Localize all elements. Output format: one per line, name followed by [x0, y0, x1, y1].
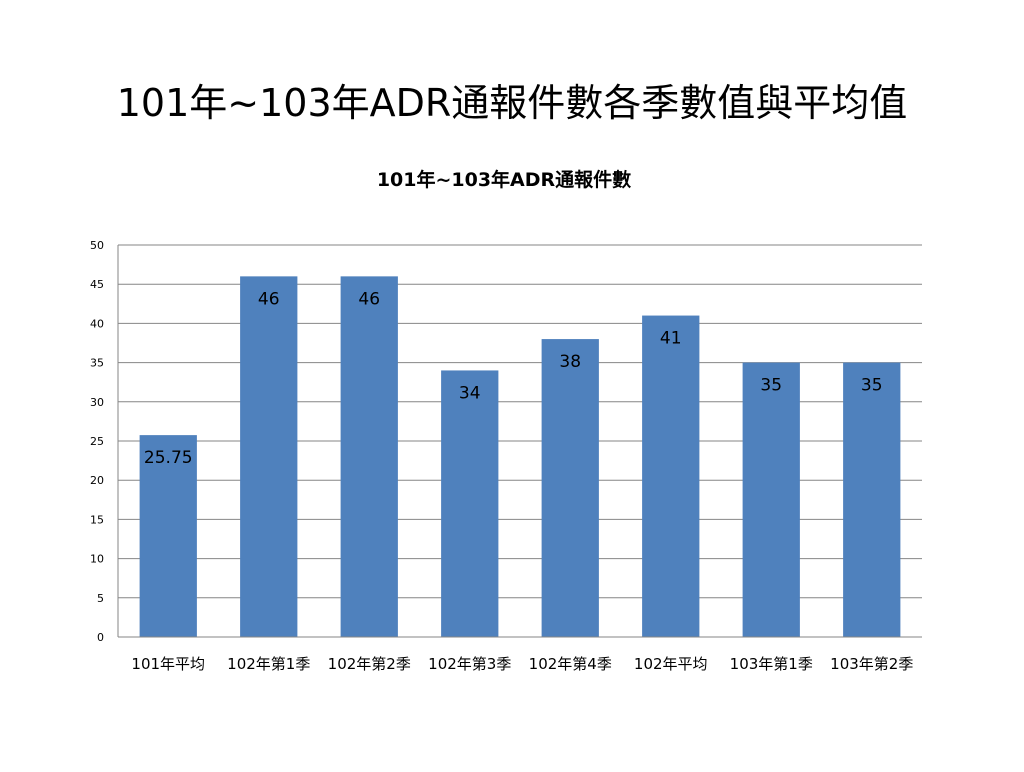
data-label: 35 — [760, 376, 782, 396]
data-label: 46 — [358, 289, 380, 309]
y-tick-label: 30 — [90, 396, 104, 409]
data-label: 41 — [660, 329, 682, 349]
y-tick-label: 40 — [90, 317, 104, 330]
bar — [441, 370, 499, 637]
bar — [139, 435, 197, 637]
y-axis-ticks: 0 5 10 15 20 25 30 35 40 45 50 — [90, 239, 104, 644]
x-tick-label: 102年第4季 — [529, 655, 612, 673]
bar — [843, 362, 901, 637]
slide-title: 101年~103年ADR通報件數各季數值與平均值 — [116, 81, 908, 125]
data-label: 38 — [559, 352, 581, 372]
chart-title: 101年~103年ADR通報件數 — [377, 168, 631, 191]
x-tick-label: 102年第3季 — [428, 655, 511, 673]
bar — [240, 276, 298, 637]
y-tick-label: 25 — [90, 435, 104, 448]
y-tick-label: 35 — [90, 357, 104, 370]
bars — [139, 276, 901, 637]
y-tick-label: 0 — [97, 631, 104, 644]
bar — [340, 276, 398, 637]
data-labels: 25.75 46 46 34 38 41 35 35 — [144, 289, 883, 468]
y-tick-label: 5 — [97, 592, 104, 605]
data-label: 35 — [861, 376, 883, 396]
x-tick-label: 102年平均 — [634, 655, 708, 673]
y-tick-label: 15 — [90, 513, 104, 526]
bar — [642, 315, 700, 637]
y-tick-label: 20 — [90, 474, 104, 487]
x-tick-label: 103年第1季 — [730, 655, 813, 673]
x-tick-label: 102年第2季 — [328, 655, 411, 673]
bar — [541, 339, 599, 637]
x-axis-ticks: 101年平均 102年第1季 102年第2季 102年第3季 102年第4季 102年平均… — [131, 655, 913, 673]
gridlines — [118, 244, 922, 599]
data-label: 25.75 — [144, 448, 193, 468]
data-label: 46 — [258, 289, 280, 309]
bar — [742, 362, 800, 637]
data-label: 34 — [459, 383, 481, 403]
y-tick-label: 10 — [90, 553, 104, 566]
y-tick-label: 45 — [90, 278, 104, 291]
x-tick-label: 102年第1季 — [227, 655, 310, 673]
x-tick-label: 101年平均 — [131, 655, 205, 673]
y-tick-label: 50 — [90, 239, 104, 252]
x-tick-label: 103年第2季 — [830, 655, 913, 673]
